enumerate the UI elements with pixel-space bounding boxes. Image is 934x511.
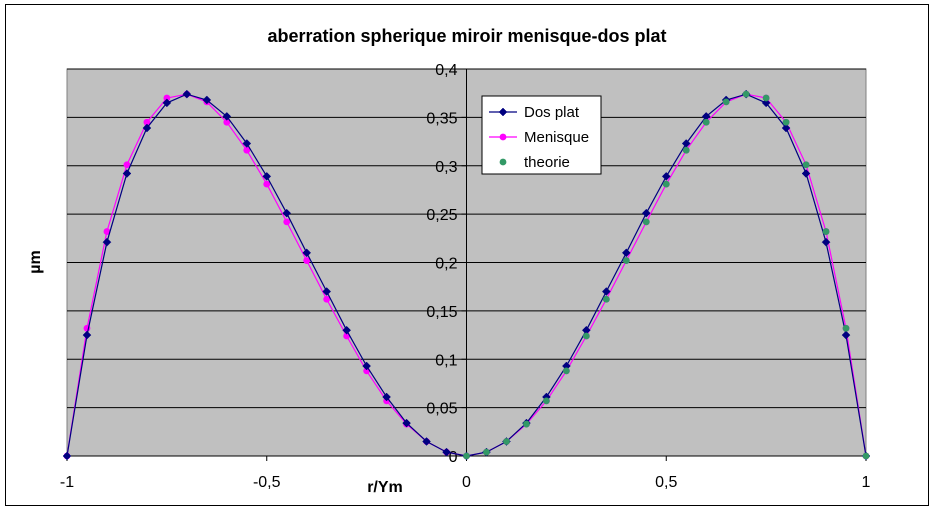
plot-area: 0 0,05 0,1 0,15 0,2 0,25 0,3 0,35 0,4 -1 -0,5 0 0,5 1	[60, 62, 871, 491]
data-point	[562, 367, 570, 375]
data-point	[103, 228, 111, 235]
chart-title: aberration spherique miroir menisque-dos…	[267, 26, 666, 46]
legend-swatch-marker	[499, 133, 507, 141]
legend-entry-label: theorie	[524, 154, 570, 171]
data-point	[742, 90, 750, 98]
x-axis-label: r/Ym	[367, 479, 403, 496]
data-point	[243, 146, 251, 154]
legend-entry-label: Menisque	[524, 129, 589, 146]
legend-entry-label: Dos plat	[524, 104, 580, 121]
data-point	[781, 123, 791, 133]
y-tick-label: 0,3	[435, 159, 457, 176]
legend-swatch-marker	[499, 158, 507, 166]
data-point	[862, 452, 870, 460]
x-tick-label: 0,5	[655, 474, 677, 491]
data-point	[782, 118, 790, 126]
data-point	[582, 332, 590, 340]
y-tick-label: 0	[449, 449, 458, 466]
data-point	[621, 248, 631, 258]
data-point	[162, 98, 172, 108]
data-point	[262, 172, 272, 181]
data-point	[661, 172, 671, 181]
data-point	[722, 98, 730, 106]
data-point	[801, 169, 811, 178]
data-point	[641, 208, 651, 218]
x-tick-label: 1	[862, 474, 871, 491]
x-tick-label: -1	[60, 474, 74, 491]
data-point	[342, 325, 352, 335]
data-point	[322, 287, 332, 296]
data-point	[601, 287, 611, 296]
data-point	[283, 218, 291, 226]
data-point	[362, 361, 371, 371]
data-point	[123, 161, 131, 169]
data-point	[302, 248, 312, 258]
legend-swatch-marker	[498, 107, 508, 117]
data-point	[503, 438, 510, 445]
data-point	[483, 448, 490, 456]
data-point	[242, 139, 252, 148]
data-point	[642, 218, 650, 226]
legend: Dos plat Menisque theorie	[481, 95, 602, 175]
series-theorie	[463, 90, 870, 460]
y-axis-label: µm	[27, 250, 44, 273]
y-tick-label: 0,25	[426, 207, 457, 224]
data-point	[543, 397, 550, 405]
data-point	[102, 237, 112, 247]
data-point	[223, 118, 231, 126]
y-tick-label: 0,35	[426, 110, 457, 127]
data-point	[622, 257, 630, 264]
data-point	[402, 418, 411, 428]
data-point	[822, 228, 830, 235]
data-point	[142, 123, 152, 133]
data-point	[82, 330, 92, 340]
data-point	[422, 437, 431, 446]
data-point	[841, 330, 851, 340]
y-tick-label: 0,4	[435, 62, 457, 79]
data-point	[163, 94, 171, 102]
data-point	[143, 118, 151, 126]
data-point	[323, 295, 331, 303]
data-point	[263, 180, 271, 188]
data-point	[602, 295, 610, 303]
data-point	[382, 392, 391, 402]
data-point	[802, 161, 810, 169]
data-point	[442, 447, 451, 457]
data-point	[523, 420, 530, 428]
x-tick-label: -0,5	[253, 474, 281, 491]
data-point	[202, 95, 212, 105]
data-point	[222, 112, 232, 121]
data-point	[62, 451, 72, 461]
data-point	[182, 89, 192, 99]
y-tick-label: 0,05	[426, 401, 457, 418]
y-tick-label: 0,15	[426, 304, 457, 321]
data-point	[463, 452, 470, 460]
data-point	[122, 169, 132, 178]
data-point	[282, 208, 292, 218]
data-point	[662, 180, 670, 188]
data-point	[821, 237, 831, 247]
data-point	[682, 146, 690, 154]
data-point	[303, 257, 311, 264]
data-point	[762, 94, 770, 102]
x-tick-label: 0	[462, 474, 471, 491]
data-point	[842, 324, 850, 332]
data-point	[702, 118, 710, 126]
y-tick-label: 0,2	[435, 256, 457, 273]
y-tick-label: 0,1	[435, 352, 457, 369]
data-point	[761, 98, 771, 108]
